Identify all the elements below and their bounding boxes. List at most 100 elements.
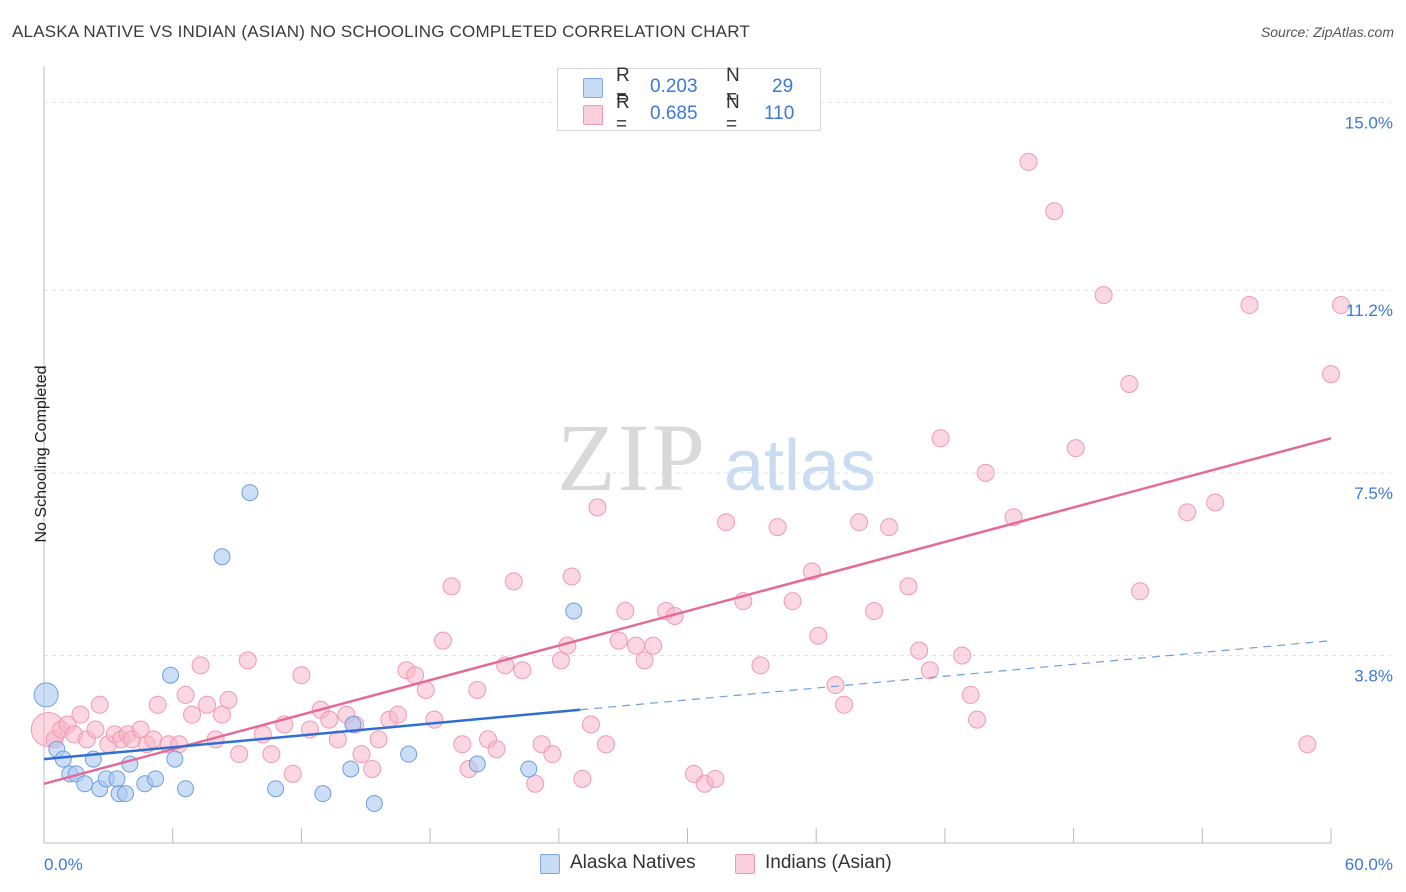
indians-asian-point	[1322, 365, 1340, 384]
indians-asian-point	[406, 666, 425, 685]
legend-r-label: R =	[616, 92, 630, 135]
indians-asian-point	[442, 577, 461, 596]
indians-asian-point	[176, 685, 195, 704]
alaska-natives-point	[468, 755, 486, 773]
alaska-natives-point	[213, 548, 231, 566]
indians-asian-point	[504, 572, 523, 591]
indians-asian-point	[292, 666, 311, 685]
y-tick-label: 3.8%	[1354, 666, 1393, 685]
legend-n-label: N =	[726, 65, 740, 108]
indians-asian-point	[627, 636, 646, 655]
indians-asian-point	[751, 656, 770, 675]
indians-asian-point	[783, 592, 802, 611]
indians-asian-point	[526, 774, 545, 793]
indians-asian-point	[71, 705, 90, 724]
alaska-natives-point	[33, 682, 59, 708]
source-label: Source: ZipAtlas.com	[1260, 24, 1394, 40]
indians-asian-point	[562, 567, 581, 586]
alaska-natives-point	[520, 760, 538, 778]
alaska-natives-point	[166, 750, 184, 768]
indians-asian-point	[635, 651, 654, 670]
indians-asian-point	[1120, 375, 1139, 393]
alaska-natives-point	[400, 745, 418, 763]
indians-asian-point	[616, 602, 635, 621]
alaska-natives-point	[147, 770, 165, 788]
alaska-natives-point	[365, 795, 383, 813]
indians-asian-point	[283, 764, 302, 783]
trend-lines	[43, 437, 1332, 785]
indians-asian-point	[717, 513, 736, 532]
legend-swatch-alaska-natives	[540, 854, 560, 874]
indians-asian-point	[230, 745, 249, 764]
indians-asian-point	[1240, 296, 1259, 315]
indians-asian-point	[961, 685, 980, 704]
indians-asian-point	[90, 695, 109, 714]
x-tick-label: 0.0%	[44, 855, 83, 874]
indians-asian-point	[1298, 735, 1317, 754]
y-tick-label: 11.2%	[1346, 301, 1393, 320]
grid-lines	[44, 102, 1391, 656]
chart-title: ALASKA NATIVE VS INDIAN (ASIAN) NO SCHOO…	[12, 22, 750, 41]
legend-label-alaska-natives: Alaska Natives	[570, 852, 696, 873]
indians-asian-point	[609, 631, 628, 650]
indians-asian-point	[1178, 503, 1197, 522]
legend-r-value: 0.685	[650, 103, 698, 124]
indians-asian-point	[1045, 202, 1064, 221]
indians-asian-point	[453, 735, 472, 754]
indians-asian-point	[1131, 582, 1150, 601]
indians-asian-point	[768, 518, 787, 537]
watermark-zip: ZIP	[557, 404, 707, 511]
indians-asian-point	[369, 730, 388, 749]
indians-asian-point	[551, 651, 570, 670]
indians-asian-point	[1206, 493, 1225, 512]
alaska-natives-point	[565, 602, 583, 620]
indians-asian-point	[543, 745, 562, 764]
indians-asian-point	[320, 710, 339, 729]
indians-asian-point	[468, 681, 487, 699]
alaska-natives-point	[344, 716, 362, 734]
legend-r-label: R =	[616, 65, 630, 108]
indians-asian-point	[144, 730, 163, 749]
correlation-legend: R = 0.203 N = 29 R = 0.685 N = 110	[557, 65, 821, 135]
alaska-natives-point	[177, 780, 195, 798]
legend-n-value: 110	[764, 103, 795, 124]
alaska-natives-point	[314, 785, 332, 803]
alaska-natives-point	[76, 775, 94, 793]
indians-asian-point	[86, 720, 105, 739]
indians-asian-point	[238, 651, 257, 670]
indians-asian-point	[899, 577, 918, 596]
indians-asian-point	[513, 661, 532, 680]
indians-asian-point	[191, 656, 210, 675]
indians-asian-point	[363, 759, 382, 778]
alaska-natives-point	[342, 760, 360, 778]
alaska-natives-point	[162, 666, 180, 684]
indians-asian-point	[1094, 286, 1113, 305]
indians-asian-point	[1019, 152, 1038, 171]
indians-asian-point	[826, 676, 845, 695]
indians-asian-point	[183, 705, 202, 724]
y-tick-label: 7.5%	[1354, 484, 1393, 503]
indians-asian-point	[920, 661, 939, 680]
indians-asian-point	[953, 646, 972, 665]
alaska-natives-point	[108, 770, 126, 788]
indians-asian-point	[425, 710, 444, 729]
indians-asian-point	[835, 695, 854, 714]
indians-asian-point	[581, 715, 600, 734]
alaska-natives-point	[54, 750, 72, 768]
x-tick-label: 60.0%	[1345, 855, 1393, 874]
indians-asian-point	[1066, 439, 1085, 458]
indians-asian-point	[596, 735, 615, 754]
indians-asian-point	[880, 518, 899, 537]
indians-asian-point	[910, 641, 929, 660]
legend-swatch-indians-asian	[735, 854, 755, 874]
indians-asian-point	[219, 690, 238, 709]
indians-asian-point	[588, 498, 607, 517]
alaska-natives-trendline	[43, 708, 581, 761]
watermark: ZIP atlas	[557, 404, 876, 511]
indians-asian-point	[213, 705, 232, 724]
y-tick-label: 15.0%	[1345, 114, 1393, 133]
indians-asian-point	[809, 626, 828, 645]
indians-asian-point	[931, 429, 950, 448]
legend-swatch-pink	[583, 105, 603, 125]
